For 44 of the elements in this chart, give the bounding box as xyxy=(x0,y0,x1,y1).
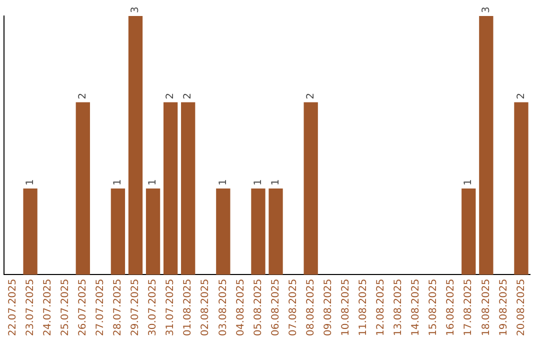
x-tick-label: 17.08.2025 xyxy=(463,278,474,336)
x-tick-label: 10.08.2025 xyxy=(340,278,352,336)
data-label: 3 xyxy=(480,6,492,13)
x-tick-label: 08.08.2025 xyxy=(305,278,316,336)
x-tick-label: 18.08.2025 xyxy=(480,278,492,336)
x-tick-label: 26.07.2025 xyxy=(77,278,88,336)
data-label: 2 xyxy=(516,92,527,100)
x-tick-label: 14.08.2025 xyxy=(410,278,422,336)
x-tick-label: 09.08.2025 xyxy=(322,278,334,336)
x-tick-label: 03.08.2025 xyxy=(218,278,229,336)
x-tick-label: 23.07.2025 xyxy=(24,278,36,336)
x-tick-label: 06.08.2025 xyxy=(270,278,282,336)
data-label: 1 xyxy=(252,179,264,186)
x-tick-label: 07.08.2025 xyxy=(288,278,299,336)
x-tick-label: 22.07.2025 xyxy=(7,278,18,336)
x-tick-label: 28.07.2025 xyxy=(112,278,124,336)
data-label: 2 xyxy=(77,92,88,100)
data-label: 1 xyxy=(218,179,229,186)
data-label: 3 xyxy=(130,6,142,13)
x-tick-label: 19.08.2025 xyxy=(498,278,510,336)
x-tick-label: 11.08.2025 xyxy=(358,278,370,336)
x-tick-label: 02.08.2025 xyxy=(200,278,212,336)
x-tick-label: 13.08.2025 xyxy=(393,278,404,336)
x-tick-label: 15.08.2025 xyxy=(428,278,440,336)
x-tick-label: 29.07.2025 xyxy=(130,278,142,336)
x-tick-label: 01.08.2025 xyxy=(182,278,194,336)
x-tick-label: 20.08.2025 xyxy=(516,278,527,336)
data-label: 1 xyxy=(270,179,282,186)
data-label: 1 xyxy=(463,179,474,186)
data-label: 2 xyxy=(165,92,176,100)
x-tick-label: 25.07.2025 xyxy=(60,278,71,336)
x-tick-label: 27.07.2025 xyxy=(95,278,106,336)
x-tick-label: 04.08.2025 xyxy=(235,278,246,336)
x-tick-label: 16.08.2025 xyxy=(446,278,457,336)
data-label: 1 xyxy=(112,179,124,186)
x-tick-label: 30.07.2025 xyxy=(148,278,159,336)
x-tick-label: 12.08.2025 xyxy=(376,278,387,336)
x-tick-label: 31.07.2025 xyxy=(165,278,176,336)
data-label: 2 xyxy=(182,92,194,100)
x-tick-label: 05.08.2025 xyxy=(252,278,264,336)
data-label: 1 xyxy=(148,179,159,186)
x-tick-label: 24.07.2025 xyxy=(42,278,54,336)
data-label: 2 xyxy=(305,92,316,100)
data-label: 1 xyxy=(24,179,36,186)
